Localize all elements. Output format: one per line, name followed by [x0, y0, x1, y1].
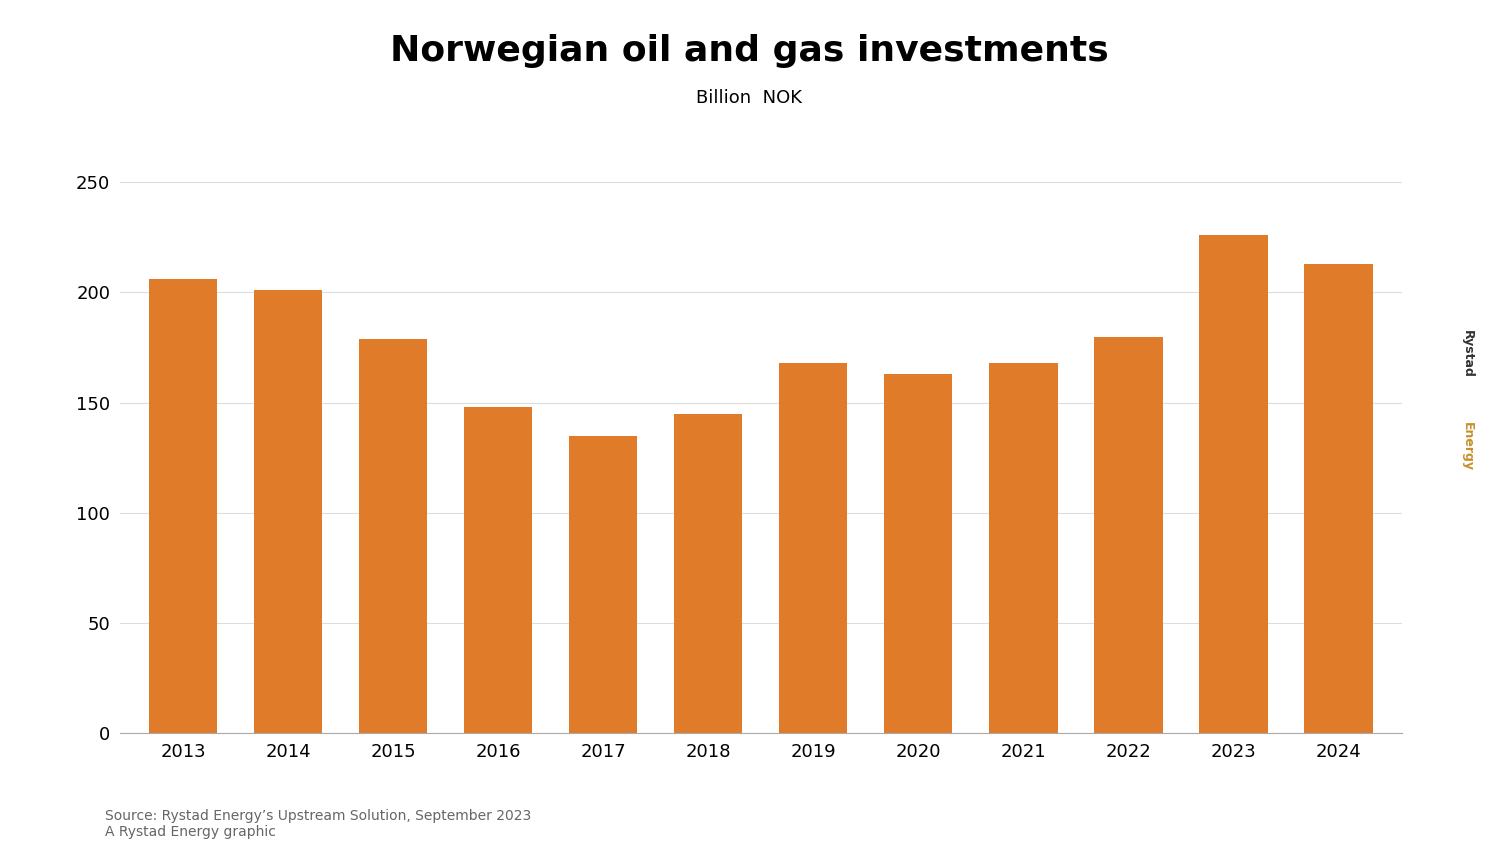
- Bar: [253, 290, 322, 733]
- Text: Energy: Energy: [1462, 422, 1474, 471]
- Bar: [884, 374, 952, 733]
- Bar: [358, 339, 427, 733]
- Text: Billion  NOK: Billion NOK: [697, 89, 802, 106]
- Bar: [779, 363, 847, 733]
- Bar: [1199, 235, 1268, 733]
- Text: Source: Rystad Energy’s Upstream Solution, September 2023
A Rystad Energy graphi: Source: Rystad Energy’s Upstream Solutio…: [105, 808, 531, 839]
- Bar: [570, 436, 637, 733]
- Bar: [1304, 264, 1373, 733]
- Text: Norwegian oil and gas investments: Norwegian oil and gas investments: [390, 34, 1109, 67]
- Text: Rystad: Rystad: [1462, 330, 1474, 378]
- Bar: [989, 363, 1057, 733]
- Bar: [148, 279, 217, 733]
- Bar: [1094, 336, 1163, 733]
- Bar: [465, 407, 532, 733]
- Bar: [675, 414, 742, 733]
